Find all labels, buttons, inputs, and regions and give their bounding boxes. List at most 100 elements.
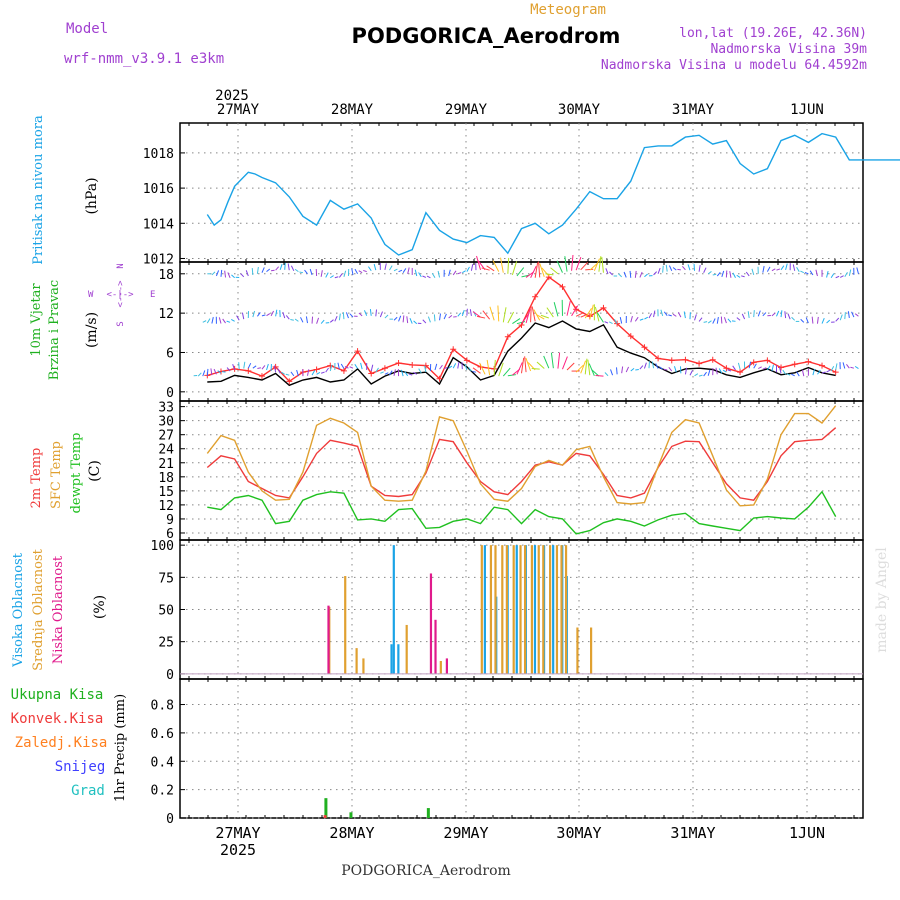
wind-barb [241, 312, 245, 320]
bar-srednja-oblacnost [560, 545, 563, 674]
gust-marker [832, 369, 839, 376]
wind-barb [751, 268, 755, 276]
wind-barb [683, 311, 686, 319]
wind-barb [270, 310, 275, 317]
wind-barb [252, 365, 257, 369]
wind-barb [351, 268, 354, 276]
wind-barb [796, 266, 800, 272]
wind-barb [227, 272, 231, 278]
model-name: wrf-nmm_v3.9.1 e3km [64, 51, 224, 67]
wind-barb [571, 254, 574, 271]
wind-barb [723, 317, 727, 324]
bar-srednja-oblacnost [523, 545, 527, 674]
wind-barb [593, 258, 600, 271]
wind-barb [616, 367, 618, 375]
wind-barb [784, 311, 787, 319]
wind-barb [316, 371, 321, 375]
wind-barb [771, 364, 774, 372]
wind-barb [275, 266, 280, 271]
wind-barb [538, 261, 541, 278]
wind-barb [541, 267, 550, 277]
wind-barb [197, 372, 202, 377]
y-tick-label: 0 [166, 668, 174, 683]
wind-barb [426, 275, 431, 279]
wind-barb [530, 266, 537, 278]
wind-barb [413, 320, 418, 325]
wind-barb [580, 360, 587, 374]
wind-barb [815, 269, 818, 277]
y-tick-label: 1018 [143, 147, 174, 162]
wind-barb [492, 260, 500, 272]
bar-visoka-oblacnost [397, 644, 400, 674]
wind-barb [261, 365, 266, 370]
bar-visoka-oblacnost [515, 545, 518, 674]
mid-cloud-label: Srednja Oblacnost [31, 548, 46, 670]
wind-barb [809, 270, 814, 276]
gust-marker [422, 362, 429, 369]
wind-barb [316, 317, 320, 324]
wind-barb [414, 269, 418, 277]
pressure-title: Pritisak na nivou mora [31, 115, 46, 265]
dewpt-label: dewpt Temp [69, 433, 84, 514]
wind-barb [826, 271, 829, 278]
wind-barb [502, 367, 511, 377]
wind-barb [222, 318, 226, 324]
wind-barb [507, 311, 515, 324]
wind-barb [703, 267, 707, 273]
wind-title-line1: 10m Vjetar [29, 283, 44, 357]
wind-barb [343, 270, 347, 277]
gust-marker [819, 362, 826, 369]
wind-barb [604, 372, 609, 377]
wind-barb [741, 313, 746, 320]
y-tick-label: 0 [166, 386, 174, 401]
wind-barb [218, 317, 222, 324]
gust-marker [791, 361, 798, 368]
wind-barb [585, 268, 594, 271]
wind-barb [500, 257, 504, 273]
wind-barb [393, 369, 396, 376]
wind-barb [334, 276, 339, 279]
wind-barb [472, 370, 477, 373]
wind-barb [791, 373, 795, 377]
wind-barb [482, 310, 491, 320]
wind-barb [589, 263, 598, 271]
precip-legend: Ukupna Kisa Konvek.Kisa Zaledj.Kisa Snijeg G… [11, 687, 108, 799]
wind-barb [712, 273, 717, 276]
wind-barb [273, 365, 277, 373]
wind-barb [325, 367, 329, 373]
bottom-date-30MAY: 30MAY [556, 824, 601, 842]
top-date-1JUN: 1JUN [790, 102, 824, 118]
wind-barb [782, 369, 787, 375]
bar-srednja-oblacnost [537, 545, 540, 674]
wind-barb [287, 263, 290, 271]
compass-south: S [116, 321, 126, 326]
wind-barb [804, 271, 809, 275]
wind-barb [530, 306, 532, 323]
wind-barb [406, 316, 409, 324]
wind-barb [507, 257, 510, 274]
wind-barb [844, 312, 846, 320]
wind-barb [698, 374, 703, 377]
wind-barb [213, 368, 217, 375]
legend-grad: Grad [71, 783, 105, 799]
wind-barb [512, 318, 521, 324]
wind-barb [418, 272, 422, 278]
wind-barb [481, 267, 490, 271]
wind-barb [358, 312, 363, 317]
wind-barb [780, 265, 785, 271]
bar-ukupna-kisa [349, 812, 353, 818]
wind-barb [402, 268, 407, 273]
wind-barb [598, 256, 602, 272]
wind-barb [716, 316, 719, 324]
wind-barb [393, 316, 398, 321]
wind-barb [668, 367, 673, 372]
wind-barb [821, 371, 826, 374]
wind-barb [251, 267, 254, 275]
wind-barb [294, 268, 299, 273]
bar-visoka-oblacnost [390, 644, 393, 674]
wind-barb [846, 363, 850, 369]
wind-barb [835, 317, 840, 322]
wind-barb [644, 316, 649, 320]
